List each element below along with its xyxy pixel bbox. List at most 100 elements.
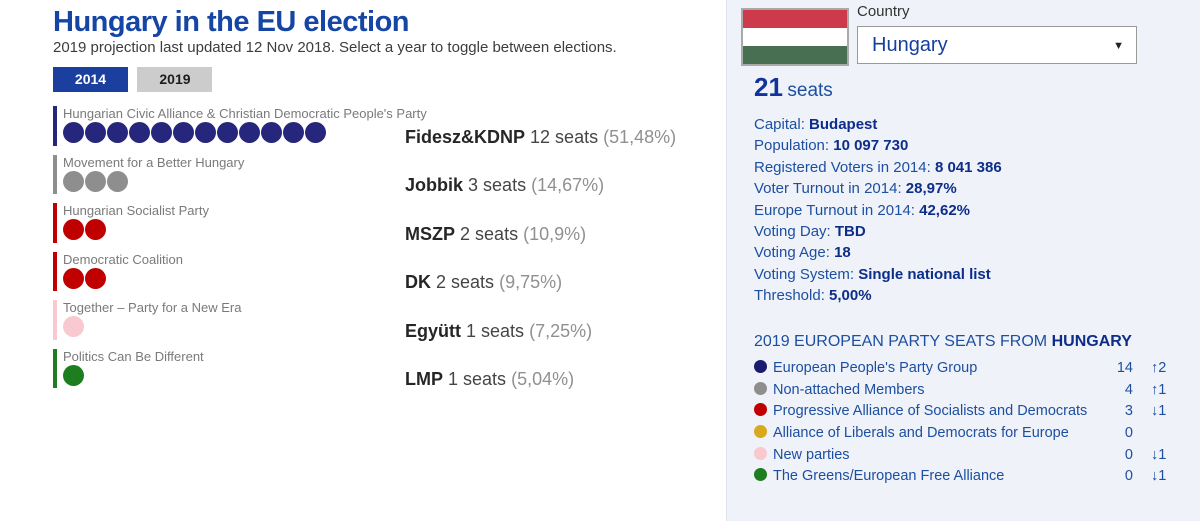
- seat-dot: [63, 267, 84, 289]
- party-result: Jobbik 3 seats (14,67%): [405, 175, 604, 196]
- eu-party-seats: 14: [1116, 360, 1133, 376]
- stat-value: 5,00%: [829, 287, 872, 305]
- stat-line: Capital: Budapest: [754, 114, 1002, 135]
- seat-dots: [63, 170, 723, 192]
- stat-line: Population: 10 097 730: [754, 135, 1002, 156]
- party-percentage: (51,48%): [603, 126, 677, 147]
- tab-2014[interactable]: 2014: [53, 67, 128, 92]
- stat-label: Population:: [754, 137, 834, 155]
- seat-dot: [261, 122, 282, 143]
- stat-line: Voting System: Single national list: [754, 264, 1002, 285]
- party-name: Democratic Coalition: [63, 251, 183, 267]
- country-select-value: Hungary: [872, 34, 948, 56]
- seat-dot: [305, 122, 326, 143]
- eu-party-change: ↑1: [1151, 381, 1167, 398]
- seat-dots: [63, 122, 723, 143]
- stat-value: 8 041 386: [934, 158, 1002, 176]
- seat-dot: [195, 122, 216, 143]
- party-percentage: (7,25%): [529, 320, 593, 341]
- party-list: Hungarian Civic Alliance & Christian Dem…: [53, 103, 723, 394]
- eu-party-change: ↓1: [1151, 403, 1167, 420]
- party-row: Hungarian Civic Alliance & Christian Dem…: [53, 103, 723, 152]
- party-seat-count: 1 seats: [466, 320, 525, 341]
- seat-dot: [107, 122, 128, 143]
- eu-party-change: ↓1: [1151, 446, 1167, 463]
- flag-stripe-green: [743, 45, 847, 64]
- seat-dot: [239, 122, 260, 143]
- section-title-country: HUNGARY: [1051, 333, 1132, 350]
- eu-party-color-icon: [754, 360, 767, 373]
- party-seat-count: 2 seats: [436, 272, 495, 292]
- party-seat-count: 3 seats: [468, 175, 527, 195]
- seat-dot: [151, 122, 172, 143]
- eu-seats-section-title: 2019 EUROPEAN PARTY SEATS FROM HUNGARY: [754, 333, 1132, 351]
- seat-dots: [63, 364, 723, 386]
- eu-party-name: Non-attached Members: [773, 381, 925, 398]
- seat-dots: [63, 219, 723, 240]
- eu-party-list: European People's Party Group 14 ↑2 Non-att…: [754, 358, 1184, 488]
- party-result: MSZP 2 seats (10,9%): [405, 224, 586, 245]
- eu-party-seats: 0: [1124, 425, 1133, 442]
- seat-dot: [63, 219, 84, 240]
- party-seat-count: 2 seats: [460, 223, 519, 244]
- seat-dots: [63, 267, 723, 289]
- stat-label: Voting Day:: [754, 223, 835, 241]
- stat-value: 10 097 730: [833, 137, 909, 155]
- party-row: Hungarian Socialist Party MSZP 2 seats (1…: [53, 200, 723, 249]
- stat-value: 18: [834, 244, 851, 262]
- party-abbrev: Fidesz&KDNP: [405, 126, 526, 147]
- eu-party-row: Alliance of Liberals and Democrats for E…: [754, 423, 1184, 445]
- seat-dot: [63, 316, 84, 337]
- stat-label: Voting Age:: [754, 244, 835, 262]
- flag-stripe-white: [743, 27, 847, 46]
- total-seats: 21 seats: [754, 72, 833, 103]
- country-stats-list: Capital: Budapest Population: 10 097 730 R…: [754, 114, 1002, 307]
- stat-value: Budapest: [809, 116, 878, 133]
- party-result: LMP 1 seats (5,04%): [405, 369, 574, 390]
- eu-party-row: The Greens/European Free Alliance 0 ↓1: [754, 466, 1184, 488]
- party-seat-count: 12 seats: [530, 126, 599, 147]
- stat-line: Registered Voters in 2014: 8 041 386: [754, 157, 1002, 178]
- eu-party-name: European People's Party Group: [773, 360, 978, 376]
- seat-dot: [85, 122, 106, 143]
- subtitle: 2019 projection last updated 12 Nov 2018…: [53, 39, 617, 56]
- party-percentage: (5,04%): [511, 369, 575, 389]
- dropdown-arrow-icon[interactable]: ▼: [1113, 40, 1124, 52]
- eu-party-seats: 4: [1124, 381, 1133, 398]
- section-title-prefix: 2019 EUROPEAN PARTY SEATS FROM: [754, 333, 1052, 350]
- seat-dots: [63, 316, 723, 337]
- stat-line: Europe Turnout in 2014: 42,62%: [754, 200, 1002, 221]
- party-color-bar: [53, 106, 57, 146]
- seat-dot: [63, 170, 84, 192]
- party-abbrev: Együtt: [405, 320, 461, 341]
- country-select[interactable]: Hungary ▼: [857, 26, 1137, 64]
- eu-party-color-icon: [754, 425, 767, 439]
- stat-line: Threshold: 5,00%: [754, 285, 1002, 306]
- party-color-bar: [53, 300, 57, 340]
- party-abbrev: DK: [405, 272, 431, 292]
- party-color-bar: [53, 348, 57, 388]
- stat-line: Voting Age: 18: [754, 242, 1002, 263]
- page-title: Hungary in the EU election: [53, 6, 410, 38]
- flag-stripe-red: [743, 10, 847, 28]
- party-result: DK 2 seats (9,75%): [405, 272, 562, 293]
- eu-party-row: New parties 0 ↓1: [754, 445, 1184, 467]
- stat-line: Voter Turnout in 2014: 28,97%: [754, 178, 1002, 199]
- tab-2019[interactable]: 2019: [137, 67, 213, 92]
- stat-value: 42,62%: [919, 201, 970, 219]
- eu-party-seats: 0: [1124, 468, 1133, 485]
- stat-label: Voter Turnout in 2014:: [754, 180, 906, 198]
- party-percentage: (10,9%): [523, 223, 587, 244]
- party-name: Politics Can Be Different: [63, 348, 204, 364]
- seat-dot: [173, 122, 194, 143]
- seat-dot: [63, 122, 84, 143]
- eu-party-seats: 0: [1124, 446, 1133, 463]
- party-abbrev: LMP: [405, 369, 443, 389]
- eu-party-row: European People's Party Group 14 ↑2: [754, 358, 1184, 380]
- party-name: Movement for a Better Hungary: [63, 154, 245, 170]
- party-name: Hungarian Socialist Party: [63, 203, 209, 218]
- party-abbrev: MSZP: [405, 223, 456, 244]
- year-tabs: 2014 2019: [53, 67, 217, 92]
- eu-party-color-icon: [754, 403, 767, 417]
- country-panel: Country Hungary ▼ 21 seats Capital: Buda…: [726, 0, 1200, 521]
